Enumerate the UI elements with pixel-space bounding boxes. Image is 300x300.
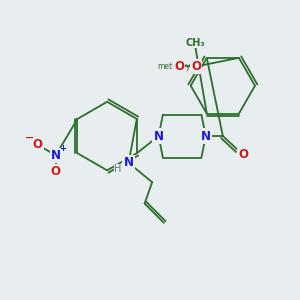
Text: N: N <box>51 149 61 162</box>
Text: O: O <box>191 60 201 73</box>
Text: N: N <box>201 130 211 142</box>
Text: N: N <box>124 156 134 170</box>
Text: CH₃: CH₃ <box>185 38 205 48</box>
Text: H: H <box>114 164 122 174</box>
Text: −: − <box>25 133 35 143</box>
Text: O: O <box>51 165 61 178</box>
Text: O: O <box>32 138 43 151</box>
Text: O: O <box>238 148 248 161</box>
Text: N: N <box>154 130 164 142</box>
Text: O: O <box>174 60 184 73</box>
Text: methoxy: methoxy <box>157 62 190 71</box>
Text: +: + <box>58 144 66 153</box>
